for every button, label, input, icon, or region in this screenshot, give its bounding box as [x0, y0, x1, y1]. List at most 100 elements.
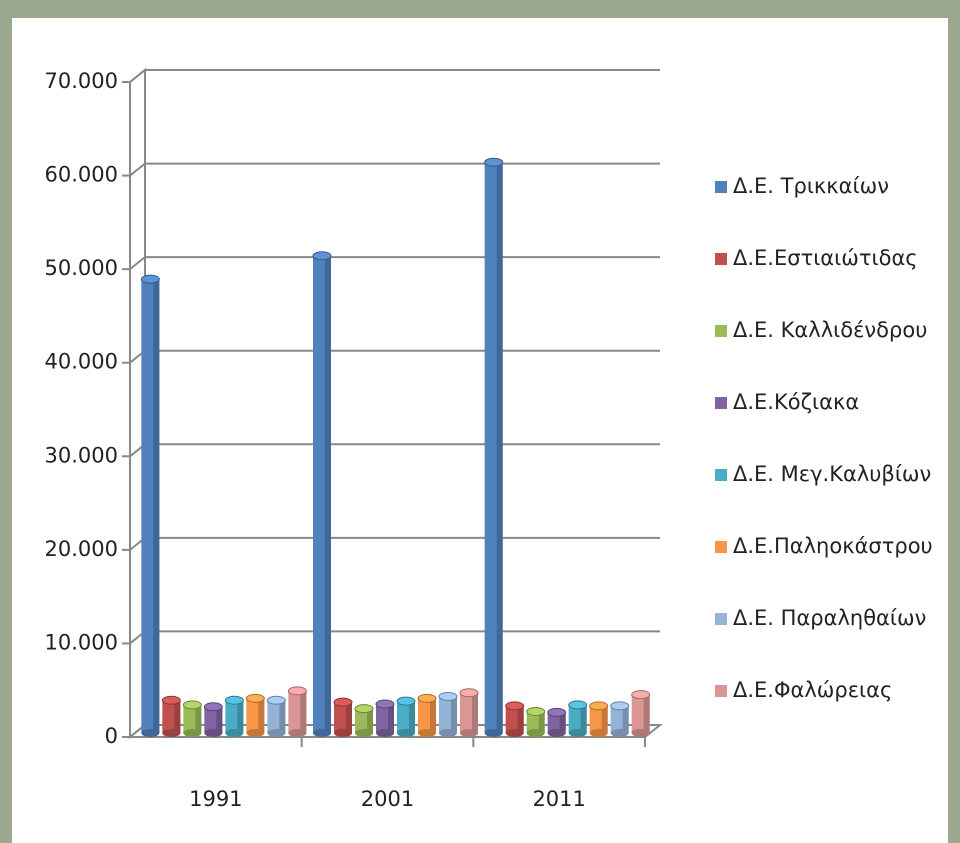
bar-shade	[346, 702, 352, 733]
bar-shade	[472, 692, 478, 733]
bar-shade	[258, 698, 265, 733]
bar-shade	[517, 705, 524, 733]
y-tick-label: 0	[105, 724, 118, 748]
bar	[484, 157, 504, 737]
bar-shade	[430, 698, 436, 733]
legend-label: Δ.Ε.Εστιαιώτιδας	[733, 246, 918, 270]
bar	[140, 274, 160, 737]
legend-swatch	[715, 253, 727, 265]
legend-swatch	[715, 181, 727, 193]
bar-top	[140, 274, 160, 284]
bar-base	[376, 729, 394, 737]
legend-swatch	[715, 325, 727, 337]
bar-top	[161, 695, 181, 705]
bar-top	[547, 707, 567, 717]
bar	[161, 695, 181, 737]
legend-label: Δ.Ε.Φαλώρειας	[733, 678, 892, 702]
bar-top	[375, 699, 395, 709]
bar-shade	[388, 703, 394, 733]
bar-base	[355, 729, 373, 737]
bar-base	[397, 729, 415, 737]
bar-top	[526, 706, 546, 716]
bar-shade	[216, 706, 223, 733]
bar-shade	[451, 696, 457, 733]
bar	[547, 707, 567, 737]
bar-base	[610, 729, 629, 737]
bar-top	[245, 693, 265, 703]
bar-base	[460, 729, 478, 737]
grid-line	[129, 69, 660, 83]
y-tick-label: 60.000	[45, 163, 118, 187]
y-tick-label: 50.000	[45, 256, 118, 280]
bar	[245, 693, 265, 737]
bar-shade	[153, 279, 160, 733]
bar-base	[418, 729, 436, 737]
legend-swatch	[715, 541, 727, 553]
bar-top	[182, 700, 202, 710]
bar-top	[266, 695, 286, 705]
bar-shade	[601, 705, 608, 733]
bar	[589, 701, 609, 737]
legend-label: Δ.Ε. Παραληθαίων	[733, 606, 926, 630]
bar	[610, 701, 630, 737]
bar-top	[589, 701, 609, 711]
bar	[631, 690, 651, 737]
bar-shade	[538, 711, 545, 733]
bar-top	[203, 702, 223, 712]
x-tick-label: 2001	[361, 787, 414, 811]
bar-base	[225, 729, 244, 737]
bar-top	[610, 701, 630, 711]
bar-shade	[300, 690, 307, 733]
bar	[526, 706, 546, 737]
legend-swatch	[715, 397, 727, 409]
bar	[312, 251, 332, 737]
bar-base	[547, 729, 566, 737]
bar-base	[183, 729, 202, 737]
bar	[459, 688, 479, 737]
legend-label: Δ.Ε. Μεγ.Καλυβίων	[733, 462, 931, 486]
x-tick-label: 1991	[189, 787, 242, 811]
bar-base	[162, 729, 181, 737]
bar-base	[505, 729, 524, 737]
bar-base	[484, 729, 503, 737]
x-tick-label: 2011	[532, 787, 585, 811]
bar-base	[267, 729, 286, 737]
bar-shade	[279, 700, 286, 733]
legend-label: Δ.Ε.Κόζιακα	[733, 390, 859, 414]
y-tick-label: 30.000	[45, 443, 118, 467]
bar-top	[568, 700, 588, 710]
bar-shade	[580, 704, 587, 733]
bar-base	[589, 729, 608, 737]
bar	[438, 692, 458, 737]
bar-base	[313, 729, 331, 737]
y-tick-label: 10.000	[45, 630, 118, 654]
bar-base	[631, 729, 650, 737]
bar-base	[439, 729, 457, 737]
bar-top	[354, 704, 374, 714]
bar-base	[141, 729, 160, 737]
bar-shade	[559, 712, 566, 733]
legend-label: Δ.Ε. Καλλιδένδρου	[733, 318, 927, 342]
bar	[354, 704, 374, 737]
bar-top	[438, 692, 458, 702]
bar-top	[417, 693, 437, 703]
bar	[505, 701, 525, 737]
bar-top	[484, 157, 504, 167]
bar-base	[204, 729, 223, 737]
legend-label: Δ.Ε. Τρικκαίων	[733, 174, 889, 198]
bar	[266, 695, 286, 737]
bar-shade	[325, 255, 331, 734]
bar-shade	[367, 708, 373, 733]
bar-shade	[174, 700, 181, 733]
bar-base	[288, 729, 307, 737]
bar	[203, 702, 223, 737]
bar	[333, 697, 353, 737]
bar-top	[312, 251, 332, 261]
legend-label: Δ.Ε.Παληοκάστρου	[733, 534, 933, 558]
bar-base	[526, 729, 545, 737]
bar-top	[459, 688, 479, 698]
bar	[287, 686, 307, 737]
bar	[417, 693, 437, 737]
bar-top	[333, 697, 353, 707]
